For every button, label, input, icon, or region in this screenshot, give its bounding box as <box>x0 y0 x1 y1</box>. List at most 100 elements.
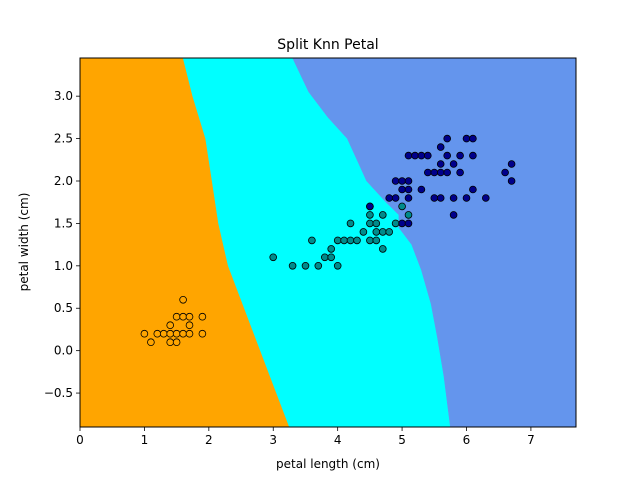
data-point-class-1 <box>269 253 278 262</box>
data-point-class-1 <box>366 219 374 228</box>
data-point-class-0 <box>172 338 181 347</box>
data-point-class-2 <box>443 134 452 143</box>
data-point-class-1 <box>372 219 381 228</box>
data-point-class-2 <box>411 151 419 160</box>
data-point-class-1 <box>308 236 316 245</box>
data-point-class-2 <box>436 194 445 202</box>
data-point-class-2 <box>449 211 458 219</box>
data-point-class-0 <box>166 338 175 347</box>
data-point-class-2 <box>462 194 471 202</box>
data-point-class-2 <box>507 177 516 185</box>
data-point-class-0 <box>153 329 162 338</box>
y-tick-label: 0.0 <box>54 344 73 358</box>
chart-title: Split Knn Petal <box>277 37 378 53</box>
data-point-class-0 <box>172 312 181 321</box>
data-point-class-2 <box>449 160 458 168</box>
data-point-class-1 <box>398 202 406 211</box>
data-point-class-2 <box>398 219 406 228</box>
data-point-class-2 <box>404 177 413 185</box>
data-point-class-1 <box>288 261 297 270</box>
x-tick-label: 3 <box>269 433 277 447</box>
data-point-class-1 <box>346 236 355 245</box>
data-point-class-2 <box>417 185 426 194</box>
data-point-class-1 <box>327 253 336 262</box>
data-point-class-0 <box>179 295 187 304</box>
data-point-class-0 <box>166 321 175 330</box>
data-points <box>140 134 516 347</box>
data-point-class-2 <box>417 151 426 160</box>
y-tick-label: 1.5 <box>54 216 73 230</box>
data-point-class-1 <box>372 228 381 236</box>
data-point-class-1 <box>314 261 323 270</box>
data-point-class-1 <box>340 236 348 245</box>
data-point-class-1 <box>404 211 413 219</box>
x-axis-ticks: 0 1 2 3 4 5 6 7 <box>76 427 535 447</box>
data-point-class-0 <box>185 312 194 321</box>
data-point-class-2 <box>423 151 432 160</box>
data-point-class-2 <box>443 168 452 177</box>
data-point-class-2 <box>398 177 406 185</box>
data-point-class-0 <box>140 329 149 338</box>
data-point-class-1 <box>378 211 387 219</box>
y-tick-label: −0.5 <box>44 386 73 400</box>
x-tick-label: 6 <box>463 433 471 447</box>
data-point-class-2 <box>456 151 464 160</box>
x-tick-label: 0 <box>76 433 84 447</box>
data-point-class-2 <box>436 168 445 177</box>
data-point-class-1 <box>346 219 355 228</box>
x-tick-label: 4 <box>334 433 342 447</box>
x-tick-label: 7 <box>527 433 535 447</box>
data-point-class-2 <box>501 168 509 177</box>
data-point-class-2 <box>398 185 406 194</box>
data-point-class-2 <box>449 194 458 202</box>
y-tick-label: 3.0 <box>54 89 73 103</box>
data-point-class-1 <box>301 261 310 270</box>
data-point-class-2 <box>430 168 439 177</box>
data-point-class-0 <box>159 329 168 338</box>
data-point-class-1 <box>359 228 368 236</box>
data-point-class-2 <box>443 151 452 160</box>
y-tick-label: 2.0 <box>54 174 73 188</box>
data-point-class-1 <box>372 236 381 245</box>
data-point-class-1 <box>327 245 336 253</box>
y-axis-ticks: −0.5 0.0 0.5 1.0 1.5 2.0 2.5 3.0 <box>44 89 80 400</box>
data-point-class-0 <box>147 338 155 347</box>
data-point-class-2 <box>456 168 464 177</box>
y-tick-label: 2.5 <box>54 132 73 146</box>
x-tick-label: 5 <box>398 433 406 447</box>
data-point-class-1 <box>353 236 361 245</box>
data-point-class-0 <box>185 321 194 330</box>
data-point-class-0 <box>185 329 194 338</box>
y-axis-label: petal width (cm) <box>17 193 31 292</box>
data-point-class-0 <box>179 312 187 321</box>
data-point-class-2 <box>404 194 413 202</box>
data-point-class-2 <box>507 160 516 168</box>
data-point-class-1 <box>320 253 329 262</box>
data-point-class-2 <box>404 151 413 160</box>
data-point-class-2 <box>430 194 439 202</box>
data-point-class-0 <box>179 329 187 338</box>
data-point-class-2 <box>423 168 432 177</box>
data-point-class-1 <box>366 236 374 245</box>
x-tick-label: 2 <box>205 433 213 447</box>
data-point-class-1 <box>385 228 394 236</box>
axes-frame <box>79 57 577 428</box>
decision-regions <box>79 57 577 428</box>
data-point-class-2 <box>481 194 490 202</box>
data-point-class-2 <box>462 134 471 143</box>
data-point-class-1 <box>378 245 387 253</box>
data-point-class-1 <box>378 228 387 236</box>
data-point-class-0 <box>198 329 207 338</box>
data-point-class-1 <box>366 211 374 219</box>
data-point-class-1 <box>333 261 342 270</box>
data-point-class-0 <box>166 329 175 338</box>
data-point-class-2 <box>436 143 445 151</box>
data-point-class-1 <box>391 219 400 228</box>
data-point-class-2 <box>366 202 374 211</box>
data-point-class-2 <box>391 177 400 185</box>
data-point-class-2 <box>469 134 477 143</box>
data-point-class-2 <box>391 194 400 202</box>
x-axis-label: petal length (cm) <box>276 457 380 471</box>
y-tick-label: 1.0 <box>54 259 73 273</box>
